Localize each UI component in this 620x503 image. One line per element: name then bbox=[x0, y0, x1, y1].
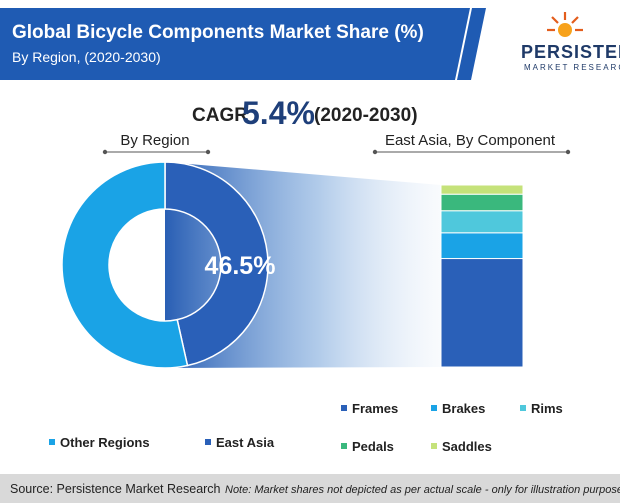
cagr-value: 5.4% bbox=[242, 95, 315, 131]
bar-segment-frames bbox=[440, 258, 524, 368]
cagr-label: CAGR bbox=[192, 105, 248, 126]
legend-label-frames: Frames bbox=[352, 401, 398, 416]
legend-label-east-asia: East Asia bbox=[216, 435, 275, 450]
persistence-logo: PERSISTENCE MARKET RESEARCH bbox=[521, 12, 620, 72]
header-bar bbox=[0, 8, 470, 80]
stacked-bar-title: East Asia, By Component bbox=[385, 132, 556, 149]
chart-title: Global Bicycle Components Market Share (… bbox=[12, 22, 424, 43]
logo-sub-text: MARKET RESEARCH bbox=[524, 63, 620, 72]
legend-swatch-frames bbox=[341, 405, 347, 411]
legend-label-other-regions: Other Regions bbox=[60, 435, 150, 450]
legend-swatch-east-asia bbox=[205, 439, 211, 445]
legend-swatch-brakes bbox=[431, 405, 437, 411]
legend-swatch-other-regions bbox=[49, 439, 55, 445]
header-bar-accent bbox=[457, 8, 486, 80]
donut-chart: 46.5% bbox=[61, 161, 276, 369]
legend-label-pedals: Pedals bbox=[352, 439, 394, 454]
source-text: Source: Persistence Market Research bbox=[10, 482, 221, 496]
bar-segment-saddles bbox=[440, 184, 524, 195]
stacked-bar-chart bbox=[440, 184, 524, 368]
cagr-banner: CAGR 5.4% (2020-2030) bbox=[192, 95, 418, 131]
logo-main-text: PERSISTENCE bbox=[521, 42, 620, 62]
logo-sunburst-icon bbox=[547, 12, 583, 37]
legends: Other Regions East Asia Frames Brakes Rims Pe… bbox=[49, 401, 563, 454]
bar-section-label: East Asia, By Component bbox=[372, 132, 571, 155]
chart-subtitle: By Region, (2020-2030) bbox=[12, 49, 161, 65]
legend-swatch-pedals bbox=[341, 443, 347, 449]
bar-segment-rims bbox=[440, 210, 524, 234]
legend-swatch-saddles bbox=[431, 443, 437, 449]
donut-slice-other-regions bbox=[61, 161, 189, 369]
legend-label-rims: Rims bbox=[531, 401, 563, 416]
donut-section-label: By Region bbox=[102, 132, 211, 155]
legend-swatch-rims bbox=[520, 405, 526, 411]
bar-segment-pedals bbox=[440, 193, 524, 212]
legend-label-saddles: Saddles bbox=[442, 439, 492, 454]
donut-slice-east-asia bbox=[164, 161, 269, 367]
donut-data-label-east-asia: 46.5% bbox=[205, 252, 276, 280]
footer-bar bbox=[0, 474, 620, 503]
cagr-period: (2020-2030) bbox=[314, 105, 418, 126]
note-text: Note: Market shares not depicted as per … bbox=[225, 484, 620, 496]
header: Global Bicycle Components Market Share (… bbox=[0, 8, 486, 80]
footer: Source: Persistence Market Research Note… bbox=[0, 474, 620, 503]
donut-title: By Region bbox=[120, 132, 189, 149]
legend-label-brakes: Brakes bbox=[442, 401, 485, 416]
bar-segment-brakes bbox=[440, 232, 524, 260]
